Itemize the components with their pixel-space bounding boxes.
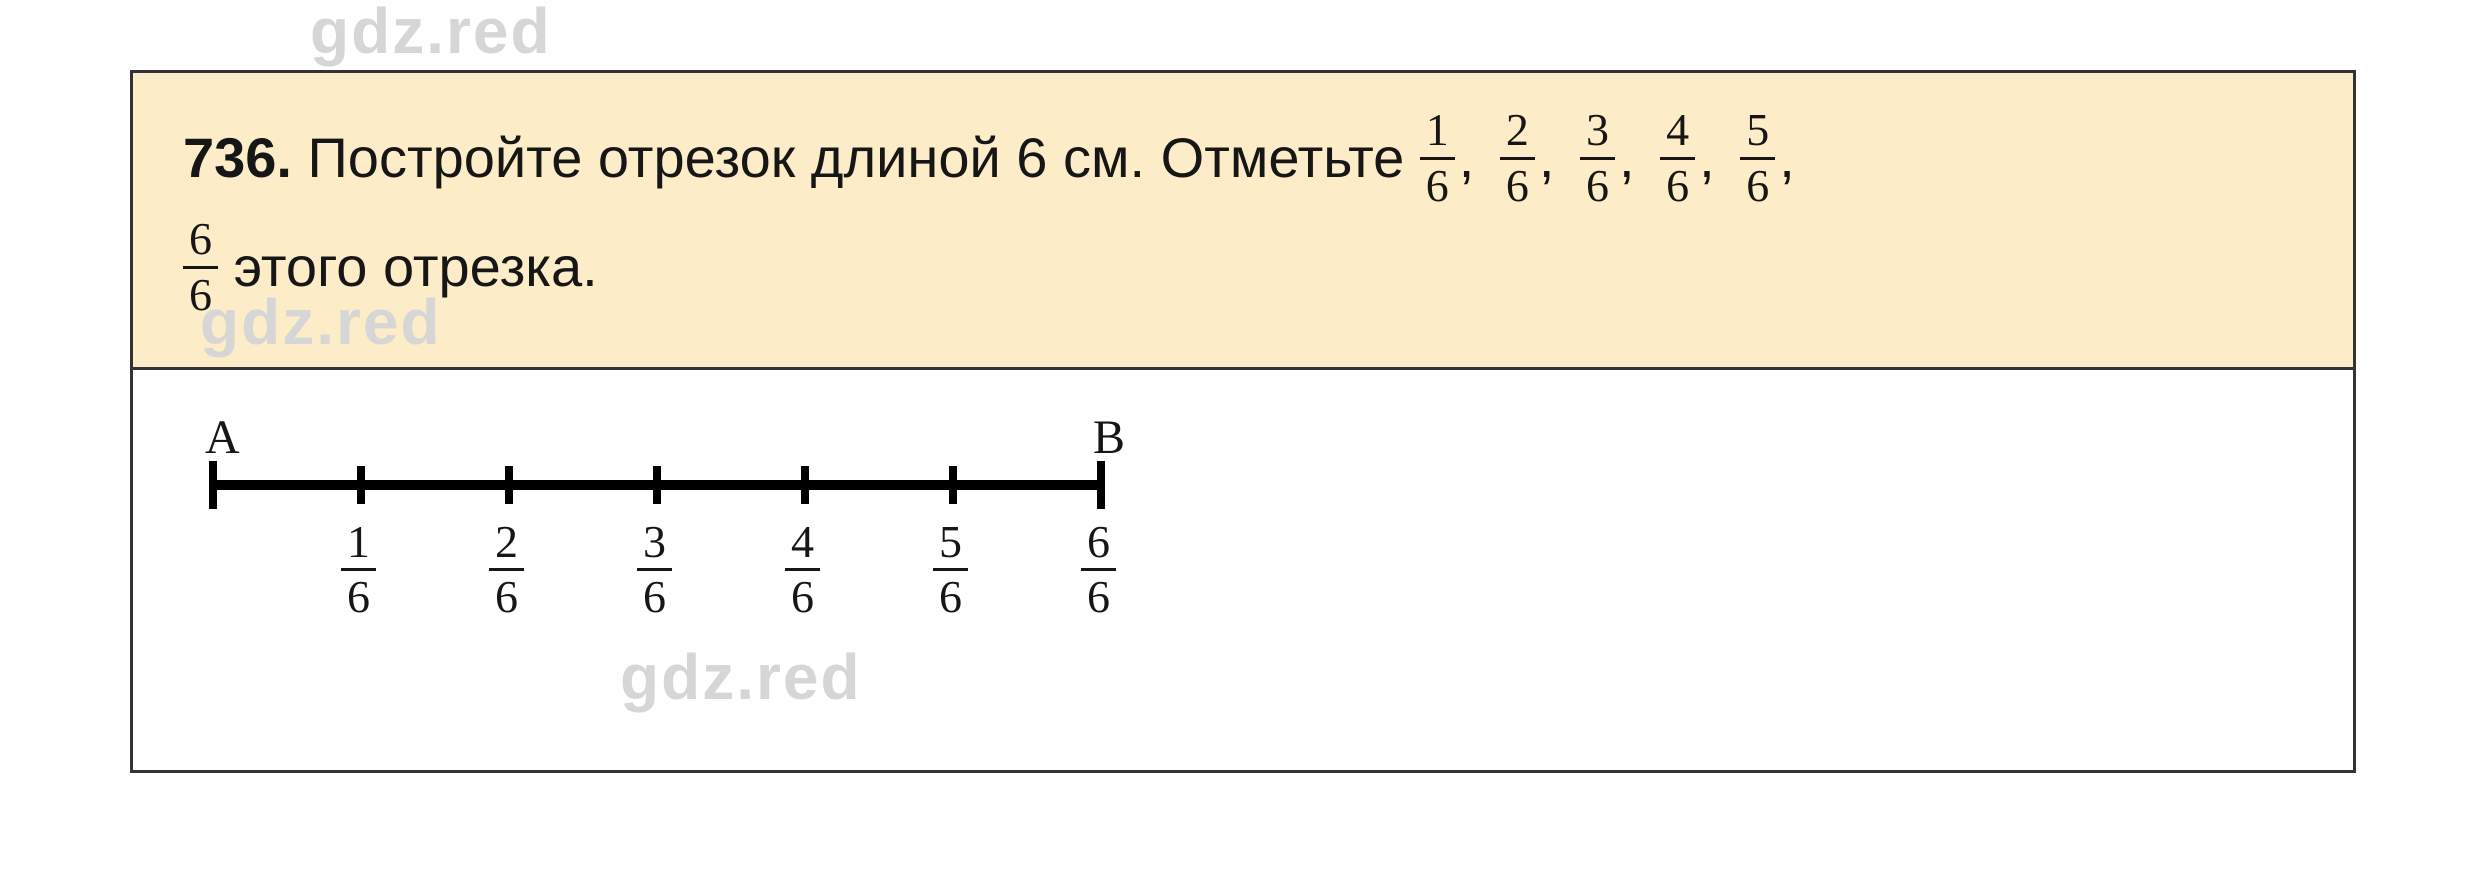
fraction-denominator: 6 — [1420, 157, 1455, 210]
problem-text-1: Постройте отрезок длиной 6 см. Отметьте — [292, 126, 1420, 189]
fraction: 36 — [1580, 106, 1615, 210]
fraction-denominator: 6 — [183, 266, 218, 319]
fraction: 66 — [183, 215, 218, 319]
comma: , — [1455, 126, 1485, 189]
fraction: 56 — [1740, 106, 1775, 210]
fraction-denominator: 6 — [1580, 157, 1615, 210]
fraction-numerator: 3 — [1580, 106, 1615, 156]
segment-fraction: 16 — [341, 518, 376, 622]
segment-fraction: 46 — [785, 518, 820, 622]
fraction-denominator: 6 — [933, 568, 968, 621]
label-a: A — [205, 410, 240, 465]
fraction-numerator: 6 — [1081, 518, 1116, 568]
fraction-denominator: 6 — [1500, 157, 1535, 210]
fraction-denominator: 6 — [1081, 568, 1116, 621]
fraction-denominator: 6 — [341, 568, 376, 621]
fraction-numerator: 1 — [341, 518, 376, 568]
fraction-numerator: 2 — [1500, 106, 1535, 156]
fraction-denominator: 6 — [637, 568, 672, 621]
fraction-denominator: 6 — [1740, 157, 1775, 210]
fraction: 26 — [1500, 106, 1535, 210]
fraction-numerator: 4 — [785, 518, 820, 568]
exercise-card: 736. Постройте отрезок длиной 6 см. Отме… — [130, 70, 2356, 773]
problem-number: 736. — [183, 126, 292, 189]
fraction-denominator: 6 — [489, 568, 524, 621]
comma: , — [1615, 126, 1645, 189]
fraction-numerator: 1 — [1420, 106, 1455, 156]
comma: , — [1535, 126, 1565, 189]
fraction: 16 — [1420, 106, 1455, 210]
tick-mark — [209, 461, 217, 509]
segment-fraction: 66 — [1081, 518, 1116, 622]
label-b: B — [1093, 410, 1125, 465]
fraction-numerator: 2 — [489, 518, 524, 568]
problem-statement: 736. Постройте отрезок длиной 6 см. Отме… — [133, 73, 2353, 370]
segment-fraction: 26 — [489, 518, 524, 622]
segment-line — [213, 480, 1101, 490]
comma: , — [1695, 126, 1725, 189]
fraction-denominator: 6 — [1660, 157, 1695, 210]
comma: , — [1775, 126, 1805, 189]
fraction-numerator: 5 — [933, 518, 968, 568]
fraction-numerator: 5 — [1740, 106, 1775, 156]
tick-mark — [357, 466, 365, 504]
segment-fraction: 56 — [933, 518, 968, 622]
fraction-numerator: 3 — [637, 518, 672, 568]
fraction-numerator: 6 — [183, 215, 218, 265]
segment-fraction: 36 — [637, 518, 672, 622]
fraction-numerator: 4 — [1660, 106, 1695, 156]
fraction: 46 — [1660, 106, 1695, 210]
tick-mark — [949, 466, 957, 504]
tick-mark — [505, 466, 513, 504]
tick-mark — [1097, 461, 1105, 509]
tick-mark — [801, 466, 809, 504]
watermark-text: gdz.red — [310, 0, 552, 68]
answer-area: A B 162636465666 — [133, 370, 2353, 770]
problem-text-2: этого отрезка. — [234, 235, 598, 298]
number-line: A B 162636465666 — [213, 410, 1163, 638]
tick-mark — [653, 466, 661, 504]
segment-fraction-labels: 162636465666 — [213, 518, 1163, 638]
segment-endpoint-labels: A B — [213, 410, 1163, 470]
fraction-denominator: 6 — [785, 568, 820, 621]
